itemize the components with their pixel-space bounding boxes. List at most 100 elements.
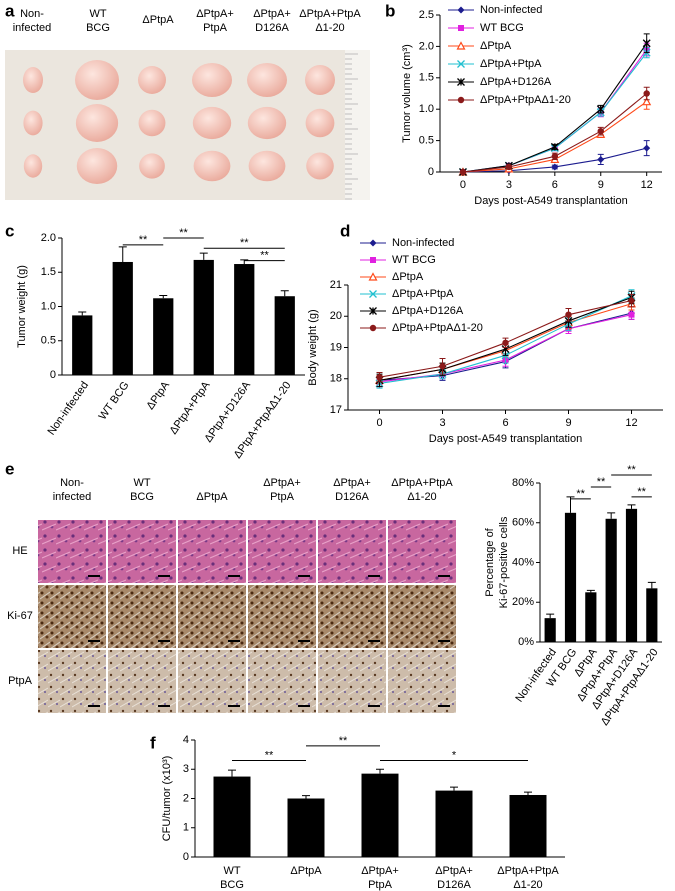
bar — [193, 259, 214, 375]
bar — [112, 261, 133, 375]
column-header: BCG — [86, 22, 110, 34]
error-bar — [607, 512, 616, 519]
panel-label: d — [340, 221, 350, 240]
y-axis-label: Ki-67-positive cells — [498, 516, 510, 608]
x-tick-label: 3 — [506, 179, 512, 191]
tumor — [305, 65, 335, 95]
column-header: Δ1-20 — [315, 22, 344, 34]
tumor — [138, 109, 166, 137]
micrograph — [38, 650, 106, 713]
legend-marker — [368, 272, 378, 281]
y-tick-label: 1.5 — [41, 266, 56, 278]
y-tick-label: 18 — [330, 373, 342, 385]
column-header: WT — [133, 477, 150, 489]
y-tick-label: 4 — [183, 734, 189, 746]
micrograph — [178, 520, 246, 583]
bar — [605, 518, 617, 642]
marker — [643, 90, 650, 97]
micrograph — [248, 650, 316, 713]
legend-marker — [369, 307, 377, 315]
error-bar — [627, 504, 636, 509]
bar — [435, 790, 473, 857]
significance-label: ** — [139, 234, 148, 246]
bar — [72, 315, 93, 375]
column-header: WT — [89, 8, 106, 20]
micrograph — [38, 520, 106, 583]
y-tick-label: 1.0 — [419, 103, 434, 115]
x-tick-label: 6 — [502, 417, 508, 429]
tumor — [139, 153, 165, 179]
x-tick-label: 9 — [598, 179, 604, 191]
error-bar — [228, 769, 236, 777]
micrograph — [318, 585, 386, 648]
marker — [502, 339, 509, 347]
error-bar — [376, 768, 384, 774]
micrograph — [108, 585, 176, 648]
x-tick-label: ΔPtpA+PtpA — [497, 865, 559, 877]
y-tick-label: 0% — [518, 636, 534, 648]
legend-label: ΔPtpA — [480, 40, 512, 52]
bar — [509, 794, 547, 857]
legend-label: Non-infected — [480, 4, 542, 16]
y-tick-label: 1.5 — [419, 72, 434, 84]
y-tick-label: 19 — [330, 341, 342, 353]
legend-marker — [457, 60, 465, 68]
panel-label: f — [150, 733, 156, 752]
marker — [597, 127, 604, 135]
row-label: PtpA — [8, 675, 33, 687]
bar — [585, 592, 597, 642]
bar — [646, 588, 658, 642]
x-tick-label: 6 — [552, 179, 558, 191]
x-tick-label: Δ1-20 — [513, 879, 542, 891]
legend-label: ΔPtpA+PtpA — [480, 58, 542, 70]
legend-label: ΔPtpA+PtpAΔ1-20 — [480, 94, 571, 106]
bar — [287, 798, 325, 857]
x-tick-label: 0 — [460, 179, 466, 191]
significance-label: ** — [240, 237, 249, 249]
y-axis-label: Percentage of — [484, 527, 496, 596]
panel-label: c — [5, 221, 14, 240]
column-header: infected — [53, 491, 92, 503]
legend-marker — [457, 96, 465, 104]
x-tick-label: Non-infected — [45, 380, 91, 438]
error-bar — [546, 613, 555, 619]
marker — [459, 168, 467, 176]
significance-label: ** — [260, 250, 269, 262]
y-tick-label: 20 — [330, 310, 342, 322]
row-label: HE — [12, 545, 27, 557]
legend-marker — [458, 25, 464, 31]
marker — [643, 144, 651, 152]
error-bar — [78, 311, 87, 316]
y-tick-label: 17 — [330, 404, 342, 416]
column-header: infected — [13, 22, 52, 34]
tumor — [76, 148, 118, 184]
x-tick-label: D126A — [437, 879, 471, 891]
y-tick-label: 80% — [512, 477, 534, 489]
panel-label: e — [5, 459, 14, 478]
y-tick-label: 0 — [50, 369, 56, 381]
column-header: Non- — [60, 477, 84, 489]
bar — [274, 296, 295, 375]
error-bar — [524, 791, 532, 795]
x-tick-label: ΔPtpA+ — [361, 865, 399, 877]
micrograph — [178, 585, 246, 648]
marker — [376, 373, 383, 381]
tumor — [193, 150, 231, 182]
marker — [642, 96, 652, 106]
tumor — [23, 67, 43, 93]
tumor — [305, 108, 335, 138]
x-axis-label: Days post-A549 transplantation — [429, 433, 582, 445]
row-label: Ki-67 — [7, 610, 33, 622]
column-header: ΔPtpA+PtpA — [299, 8, 361, 20]
tumor — [247, 106, 287, 140]
column-header: ΔPtpA+ — [253, 8, 291, 20]
error-bar — [566, 496, 575, 513]
column-header: ΔPtpA+ — [263, 477, 301, 489]
bar — [153, 298, 174, 375]
y-axis-label: Tumor weight (g) — [16, 265, 28, 348]
x-tick-label: WT BCG — [97, 380, 132, 423]
x-tick-label: PtpA — [368, 879, 393, 891]
column-header: ΔPtpA+PtpA — [391, 477, 453, 489]
y-tick-label: 2.5 — [419, 9, 434, 21]
micrograph — [178, 650, 246, 713]
